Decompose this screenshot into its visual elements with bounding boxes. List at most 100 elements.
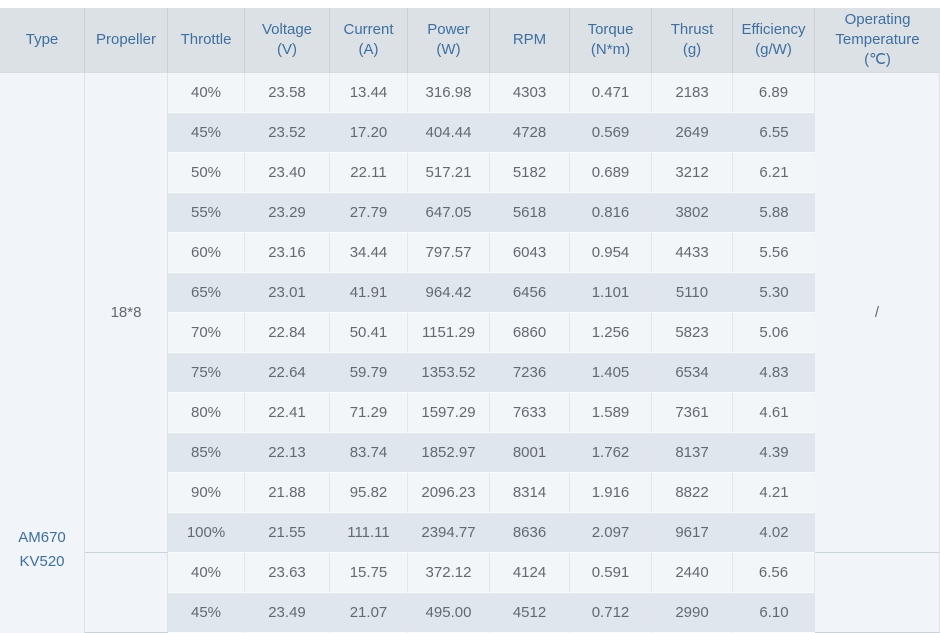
- cell-torque: 0.591: [570, 553, 652, 593]
- table-row: 65% 23.01 41.91 964.42 6456 1.101 5110 5.30: [0, 273, 940, 313]
- cell-torque: 0.816: [570, 193, 652, 233]
- cell-voltage: 23.52: [245, 113, 330, 153]
- table-row: AM670 KV520 18*8 40% 23.58 13.44 316.98 4303 0.4…: [0, 73, 940, 633]
- cell-efficiency: 6.89: [733, 73, 815, 113]
- cell-rpm: 4512: [490, 593, 570, 633]
- table-row: 100% 21.55 111.11 2394.77 8636 2.097 9617 4.02: [0, 513, 940, 553]
- cell-torque: 1.101: [570, 273, 652, 313]
- cell-efficiency: 5.88: [733, 193, 815, 233]
- cell-voltage: 23.29: [245, 193, 330, 233]
- cell-current: 15.75: [330, 553, 408, 593]
- cell-rpm: 6456: [490, 273, 570, 313]
- cell-current: 22.11: [330, 153, 408, 193]
- cell-torque: 0.569: [570, 113, 652, 153]
- cell-efficiency: 5.56: [733, 233, 815, 273]
- cell-efficiency: 4.83: [733, 353, 815, 393]
- column-header-rpm: RPM: [490, 8, 570, 73]
- cell-power: 1353.52: [408, 353, 490, 393]
- cell-power: 404.44: [408, 113, 490, 153]
- cell-thrust: 5823: [652, 313, 733, 353]
- cell-throttle: 50%: [168, 153, 245, 193]
- cell-efficiency: 4.61: [733, 393, 815, 433]
- cell-thrust: 7361: [652, 393, 733, 433]
- table-row: 60% 23.16 34.44 797.57 6043 0.954 4433 5.56: [0, 233, 940, 273]
- cell-throttle: 55%: [168, 193, 245, 233]
- cell-torque: 1.256: [570, 313, 652, 353]
- cell-thrust: 9617: [652, 513, 733, 553]
- table-row: 70% 22.84 50.41 1151.29 6860 1.256 5823 5.06: [0, 313, 940, 353]
- cell-voltage: 22.84: [245, 313, 330, 353]
- cell-torque: 1.589: [570, 393, 652, 433]
- cell-thrust: 8137: [652, 433, 733, 473]
- cell-power: 964.42: [408, 273, 490, 313]
- cell-current: 71.29: [330, 393, 408, 433]
- cell-throttle: 70%: [168, 313, 245, 353]
- spec-table-wrap: Type Propeller Throttle Voltage (V) Current (A…: [0, 8, 940, 633]
- cell-power: 495.00: [408, 593, 490, 633]
- cell-power: 797.57: [408, 233, 490, 273]
- cell-efficiency: 4.39: [733, 433, 815, 473]
- cell-thrust: 8822: [652, 473, 733, 513]
- column-header-unit: (W): [436, 41, 461, 58]
- column-header-unit: (N*m): [590, 41, 631, 58]
- column-header-unit: (g/W): [755, 41, 792, 58]
- cell-efficiency: 6.56: [733, 553, 815, 593]
- spec-table-head: Type Propeller Throttle Voltage (V) Current (A…: [0, 8, 940, 73]
- spec-table-body: AM670 KV520 18*8 40% 23.58 13.44 316.98 4303 0.4…: [0, 73, 940, 633]
- cell-rpm: 4728: [490, 113, 570, 153]
- cell-rpm: 6860: [490, 313, 570, 353]
- cell-throttle: 80%: [168, 393, 245, 433]
- table-row: 80% 22.41 71.29 1597.29 7633 1.589 7361 4.61: [0, 393, 940, 433]
- cell-power: 316.98: [408, 73, 490, 113]
- table-row: 40% 23.63 15.75 372.12 4124 0.591 2440 6.56: [0, 553, 940, 633]
- cell-rpm: 8001: [490, 433, 570, 473]
- cell-efficiency: 6.21: [733, 153, 815, 193]
- cell-torque: 0.954: [570, 233, 652, 273]
- cell-efficiency: 4.02: [733, 513, 815, 553]
- cell-operating-temperature: /: [815, 73, 940, 553]
- cell-power: 372.12: [408, 553, 490, 593]
- cell-efficiency: 6.55: [733, 113, 815, 153]
- cell-type: AM670 KV520: [0, 73, 85, 633]
- cell-current: 17.20: [330, 113, 408, 153]
- cell-current: 50.41: [330, 313, 408, 353]
- cell-voltage: 22.13: [245, 433, 330, 473]
- column-header-torque: Torque (N*m): [570, 8, 652, 73]
- cell-propeller: [85, 553, 168, 633]
- cell-throttle: 75%: [168, 353, 245, 393]
- cell-efficiency: 4.21: [733, 473, 815, 513]
- column-header-unit: (A): [358, 41, 379, 58]
- cell-thrust: 2990: [652, 593, 733, 633]
- cell-voltage: 23.49: [245, 593, 330, 633]
- cell-voltage: 23.40: [245, 153, 330, 193]
- column-header-unit: (℃): [864, 51, 891, 68]
- column-header-throttle: Throttle: [168, 8, 245, 73]
- cell-thrust: 5110: [652, 273, 733, 313]
- cell-thrust: 2183: [652, 73, 733, 113]
- spec-table: Type Propeller Throttle Voltage (V) Current (A…: [0, 8, 940, 633]
- column-header-thrust: Thrust (g): [652, 8, 733, 73]
- cell-throttle: 40%: [168, 73, 245, 113]
- cell-rpm: 4303: [490, 73, 570, 113]
- column-header-power: Power (W): [408, 8, 490, 73]
- cell-rpm: 7633: [490, 393, 570, 433]
- cell-current: 21.07: [330, 593, 408, 633]
- cell-propeller: 18*8: [85, 73, 168, 553]
- cell-throttle: 90%: [168, 473, 245, 513]
- cell-throttle: 40%: [168, 553, 245, 593]
- column-header-propeller: Propeller: [85, 8, 168, 73]
- table-row: 50% 23.40 22.11 517.21 5182 0.689 3212 6.21: [0, 153, 940, 193]
- cell-thrust: 3802: [652, 193, 733, 233]
- cell-current: 111.11: [330, 513, 408, 553]
- cell-voltage: 22.41: [245, 393, 330, 433]
- cell-torque: 1.916: [570, 473, 652, 513]
- cell-voltage: 21.55: [245, 513, 330, 553]
- column-header-type: Type: [0, 8, 85, 73]
- cell-power: 1151.29: [408, 313, 490, 353]
- cell-torque: 0.712: [570, 593, 652, 633]
- table-row: 85% 22.13 83.74 1852.97 8001 1.762 8137 4.39: [0, 433, 940, 473]
- cell-voltage: 23.01: [245, 273, 330, 313]
- column-header-unit: (V): [277, 41, 297, 58]
- cell-efficiency: 5.06: [733, 313, 815, 353]
- table-row: 90% 21.88 95.82 2096.23 8314 1.916 8822 4.21: [0, 473, 940, 513]
